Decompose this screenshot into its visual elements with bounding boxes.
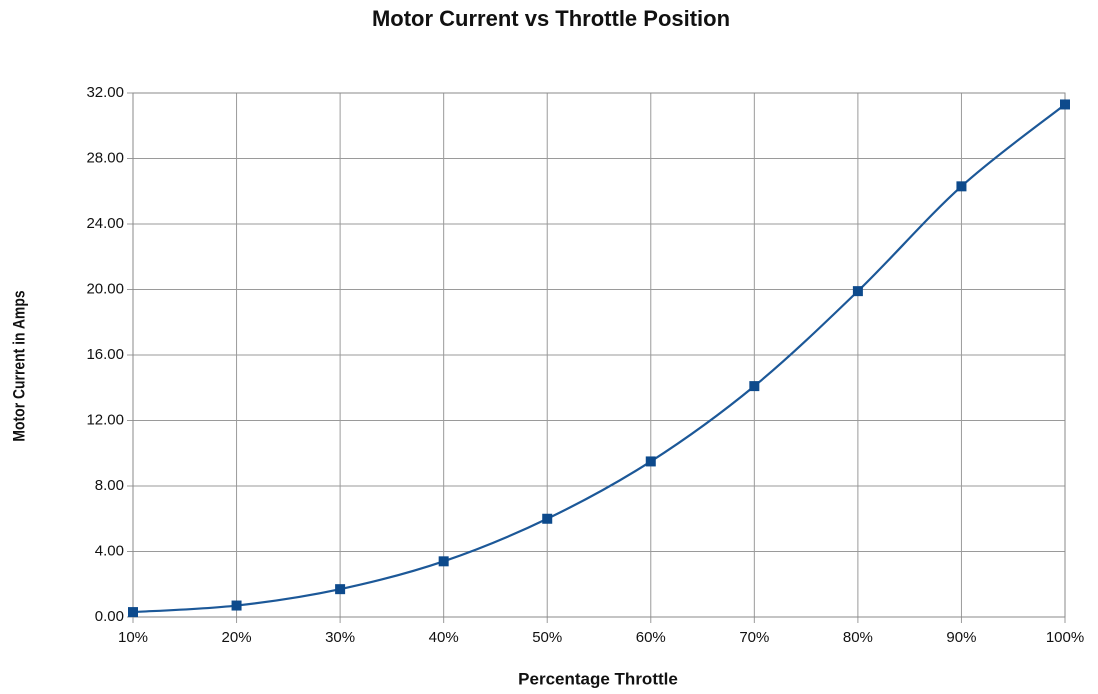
y-tick-label: 16.00 <box>86 346 124 363</box>
y-axis-title: Motor Current in Amps <box>10 290 29 441</box>
chart-title: Motor Current vs Throttle Position <box>372 6 730 31</box>
line <box>132 103 1066 614</box>
marker <box>335 584 346 595</box>
y-tick-label: 24.00 <box>86 215 124 232</box>
marker <box>542 513 553 524</box>
y-tick-label: 0.00 <box>95 608 124 625</box>
y-tick-label: 8.00 <box>95 477 124 494</box>
x-tick-label: 90% <box>946 629 976 646</box>
y-tick-label: 32.00 <box>86 84 124 101</box>
marker <box>749 381 760 392</box>
marker <box>128 607 138 618</box>
x-tick-label: 40% <box>429 629 459 646</box>
plot-frame <box>132 92 1066 618</box>
x-tick-label: 100% <box>1046 629 1084 646</box>
y-tick-label: 28.00 <box>86 149 124 166</box>
marker <box>645 456 656 467</box>
marker <box>956 181 967 192</box>
x-tick-label: 50% <box>532 629 562 646</box>
marker <box>438 556 449 567</box>
x-axis-title: Percentage Throttle <box>518 669 678 688</box>
marker <box>1060 99 1070 110</box>
x-tick-label: 20% <box>222 629 252 646</box>
y-tick-label: 4.00 <box>95 542 124 559</box>
x-tick-label: 70% <box>739 629 769 646</box>
marker <box>231 600 242 611</box>
x-tick-label: 60% <box>636 629 666 646</box>
marker <box>852 286 863 297</box>
y-tick-label: 20.00 <box>86 280 124 297</box>
x-tick-label: 10% <box>118 629 148 646</box>
x-tick-label: 30% <box>325 629 355 646</box>
y-tick-label: 12.00 <box>86 411 124 428</box>
x-tick-label: 80% <box>843 629 873 646</box>
